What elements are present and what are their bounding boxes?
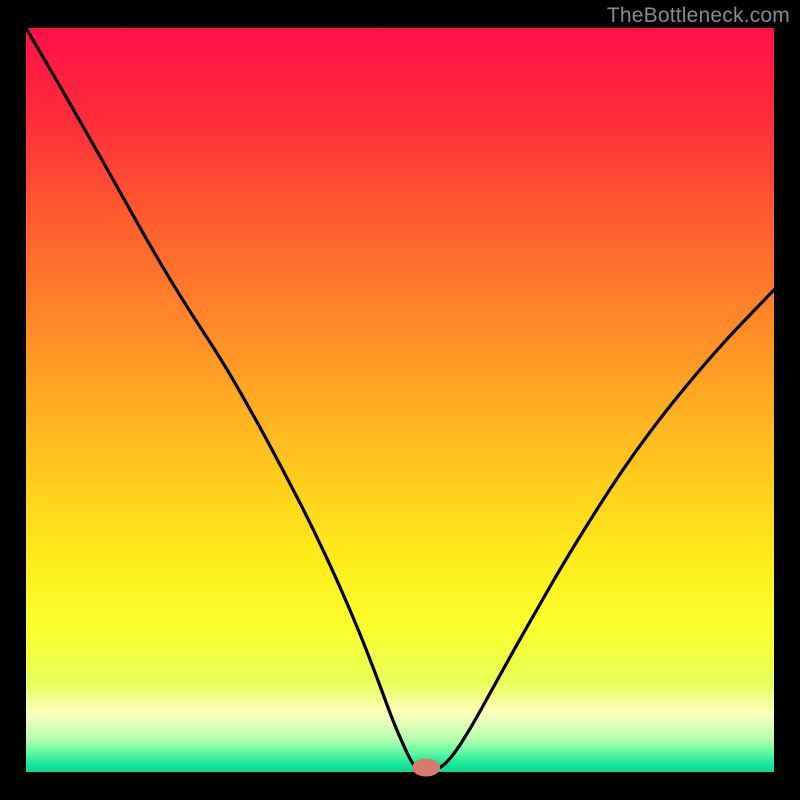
plot-background: [26, 28, 774, 772]
stage: TheBottleneck.com: [0, 0, 800, 800]
optimum-marker: [412, 759, 440, 777]
watermark-text: TheBottleneck.com: [607, 4, 790, 28]
bottleneck-chart: [0, 0, 800, 800]
